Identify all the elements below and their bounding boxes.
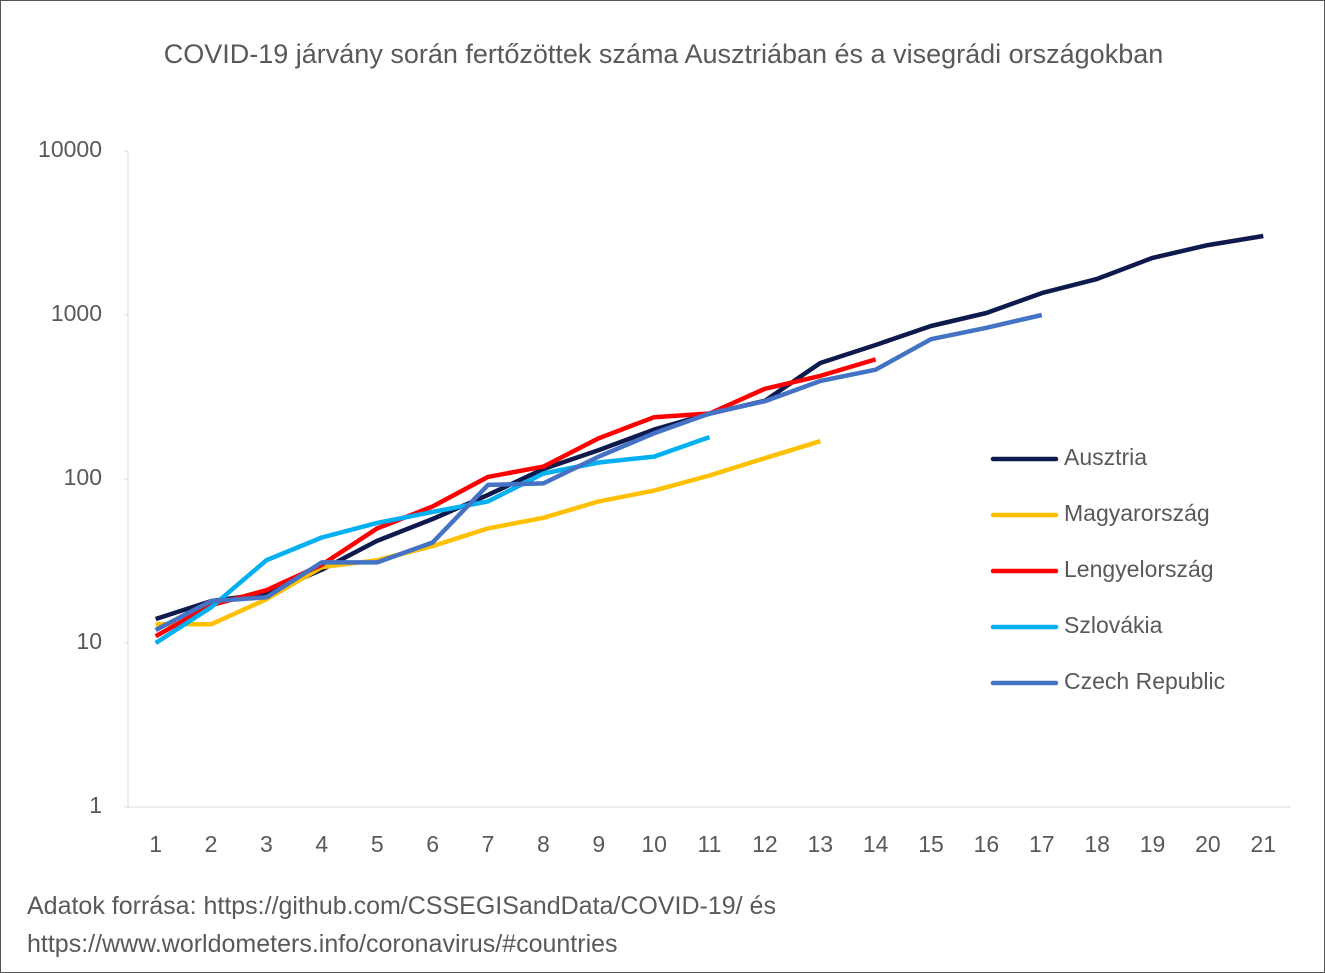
legend-label: Szlovákia — [1064, 612, 1163, 638]
x-tick-label: 6 — [426, 831, 439, 857]
legend-label: Ausztria — [1064, 444, 1147, 470]
legend-label: Czech Republic — [1064, 668, 1225, 694]
series-line — [154, 434, 711, 645]
x-tick-label: 12 — [752, 831, 778, 857]
x-tick-label: 7 — [482, 831, 495, 857]
y-tick-label: 100 — [64, 464, 102, 490]
x-tick-label: 9 — [592, 831, 605, 857]
series-line — [154, 312, 1043, 632]
x-tick-label: 13 — [807, 831, 833, 857]
x-tick-label: 16 — [974, 831, 1000, 857]
y-tick-label: 10000 — [38, 136, 102, 162]
x-tick-label: 3 — [260, 831, 273, 857]
x-tick-label: 10 — [641, 831, 667, 857]
legend-label: Magyarország — [1064, 500, 1210, 526]
y-tick-label: 1000 — [51, 300, 102, 326]
x-tick-label: 20 — [1195, 831, 1221, 857]
source-note: https://www.worldometers.info/coronaviru… — [27, 930, 618, 958]
x-tick-label: 2 — [205, 831, 218, 857]
x-tick-label: 8 — [537, 831, 550, 857]
y-tick-label: 10 — [76, 628, 102, 654]
legend-label: Lengyelország — [1064, 556, 1214, 582]
x-tick-label: 18 — [1084, 831, 1110, 857]
x-tick-label: 5 — [371, 831, 384, 857]
y-tick-label: 1 — [89, 792, 102, 818]
x-tick-label: 15 — [918, 831, 944, 857]
series-line — [154, 357, 877, 639]
x-tick-label: 4 — [315, 831, 328, 857]
x-tick-label: 1 — [149, 831, 162, 857]
x-tick-label: 17 — [1029, 831, 1055, 857]
source-note: Adatok forrása: https://github.com/CSSEG… — [27, 892, 776, 920]
x-tick-label: 19 — [1140, 831, 1166, 857]
x-tick-label: 21 — [1251, 831, 1277, 857]
x-tick-label: 11 — [698, 831, 722, 857]
x-tick-label: 14 — [863, 831, 889, 857]
chart-title: COVID-19 járvány során fertőzöttek száma… — [163, 39, 1164, 69]
